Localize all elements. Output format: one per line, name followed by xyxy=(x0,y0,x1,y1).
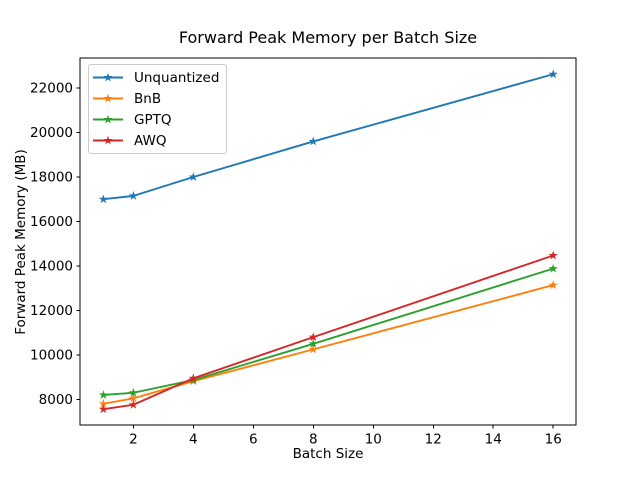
x-tick-label: 6 xyxy=(249,432,258,448)
legend-item-gptq: GPTQ xyxy=(92,109,226,130)
chart-title: Forward Peak Memory per Batch Size xyxy=(178,28,478,47)
legend-item-unquantized: Unquantized xyxy=(92,67,226,88)
y-tick-label: 16000 xyxy=(30,214,73,230)
data-point-marker-bnb xyxy=(98,398,109,408)
y-tick-label: 18000 xyxy=(30,170,73,186)
series-line-awq xyxy=(102,254,555,411)
star-marker-icon xyxy=(103,114,113,124)
legend-item-bnb: BnB xyxy=(92,88,226,109)
data-point-marker-awq xyxy=(98,404,109,414)
x-axis-label: Batch Size xyxy=(292,446,364,462)
x-tick-label: 12 xyxy=(425,432,442,448)
legend-item-awq: AWQ xyxy=(92,130,226,151)
x-tick-label: 4 xyxy=(189,432,198,448)
x-tick-label: 16 xyxy=(545,432,562,448)
axes-spines xyxy=(79,57,577,426)
y-tick-label: 10000 xyxy=(30,348,73,364)
data-point-marker-gptq xyxy=(128,387,139,397)
data-point-marker-bnb xyxy=(548,280,558,290)
legend-label: BnB xyxy=(134,90,162,107)
x-tick-label: 2 xyxy=(129,432,138,448)
legend-line-sample-icon xyxy=(93,114,123,124)
data-point-marker-unquantized xyxy=(98,194,109,204)
legend-label: Unquantized xyxy=(134,69,220,86)
y-tick-label: 8000 xyxy=(39,392,73,408)
legend-label: AWQ xyxy=(134,132,167,149)
data-point-marker-unquantized xyxy=(308,136,318,146)
data-point-marker-bnb xyxy=(128,393,139,403)
x-tick-label: 10 xyxy=(365,432,382,448)
data-point-marker-awq xyxy=(308,332,318,342)
data-point-marker-gptq xyxy=(308,338,318,348)
x-tick-label: 8 xyxy=(309,432,318,448)
legend: Unquantized BnB GPTQ AWQ xyxy=(88,64,227,154)
legend-line-sample-icon xyxy=(93,93,123,103)
data-point-marker-unquantized xyxy=(548,69,558,79)
data-point-marker-unquantized xyxy=(188,172,199,181)
legend-label: GPTQ xyxy=(134,111,172,128)
series-line-bnb xyxy=(102,284,555,405)
data-point-marker-awq xyxy=(548,250,558,260)
y-tick-label: 22000 xyxy=(30,81,73,97)
star-marker-icon xyxy=(103,72,113,82)
star-marker-icon xyxy=(103,93,113,103)
data-point-marker-gptq xyxy=(548,263,558,273)
data-point-marker-bnb xyxy=(308,344,318,354)
legend-line-sample-icon xyxy=(93,72,123,82)
star-marker-icon xyxy=(103,135,113,145)
legend-line-sample-icon xyxy=(93,135,123,145)
data-point-marker-awq xyxy=(128,399,139,409)
data-point-marker-awq xyxy=(188,373,199,383)
y-tick-label: 20000 xyxy=(30,125,73,141)
y-tick-label: 12000 xyxy=(30,303,73,319)
y-tick-label: 14000 xyxy=(30,259,73,275)
data-point-marker-unquantized xyxy=(128,191,139,200)
x-tick-label: 14 xyxy=(485,432,502,448)
data-point-marker-gptq xyxy=(98,390,109,399)
